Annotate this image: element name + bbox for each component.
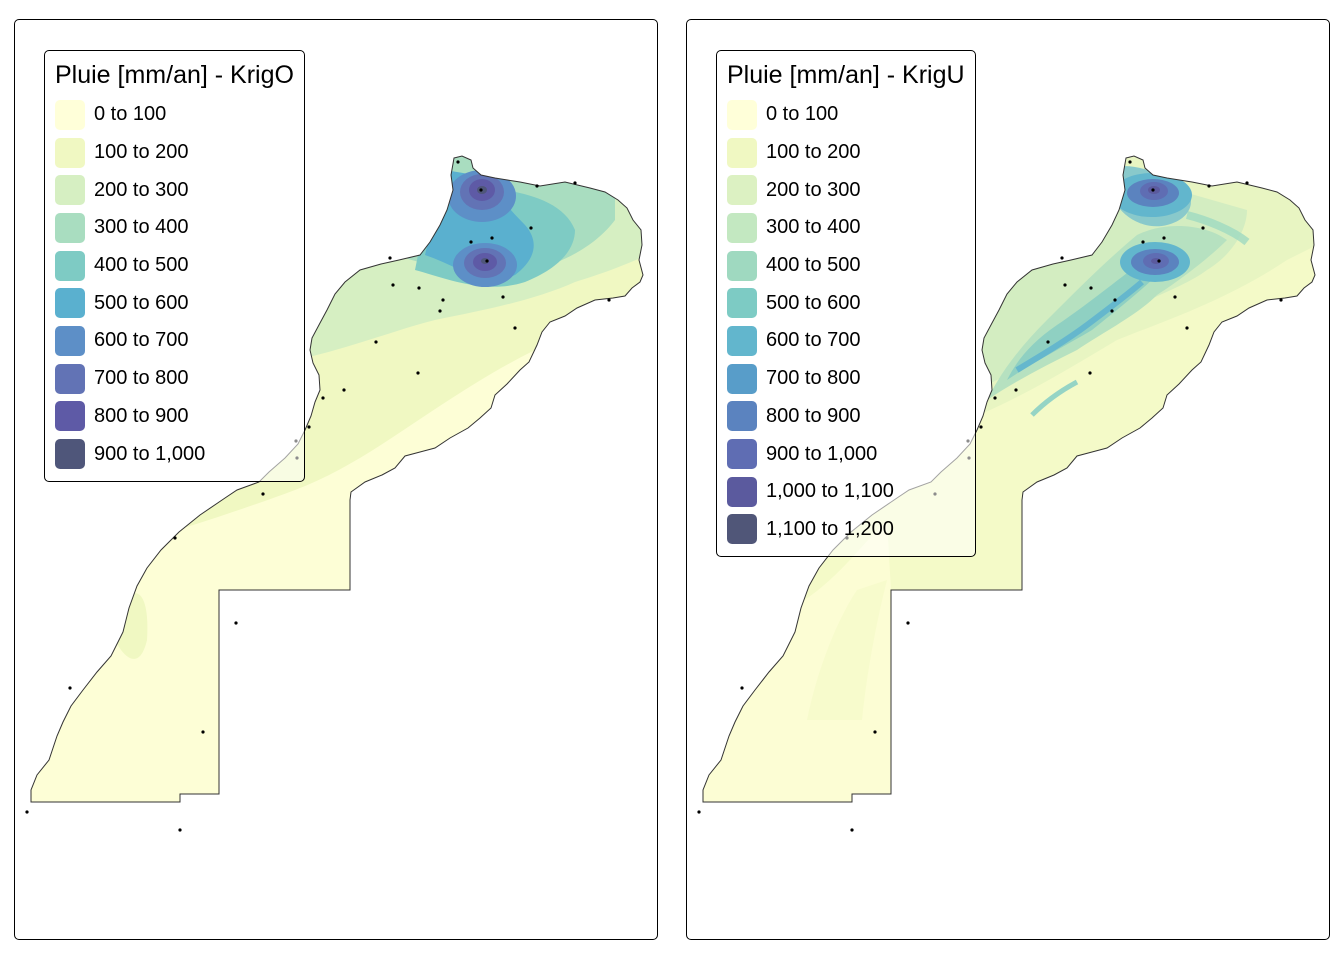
legend-swatch [727,137,757,168]
legend-entry: 600 to 700 [727,322,965,360]
legend-label: 100 to 200 [94,141,189,164]
legend-entry: 0 to 100 [727,96,965,134]
legend-swatch [727,250,757,281]
legend-label: 300 to 400 [766,216,861,239]
legend-label: 900 to 1,000 [766,442,878,465]
legend-swatch [55,137,85,168]
legend-swatch [55,288,85,319]
legend-swatch [727,212,757,243]
legend-swatch [727,175,757,206]
legend-title: Pluie [mm/an] - KrigU [727,61,965,89]
legend-swatch [55,401,85,432]
legend-swatch [727,401,757,432]
legend-swatch [727,288,757,319]
map-panel-krigu: Pluie [mm/an] - KrigU 0 to 100 100 to 200… [686,19,1330,940]
legend-label: 500 to 600 [94,291,189,314]
legend-entry: 700 to 800 [55,360,294,398]
legend-label: 0 to 100 [766,103,839,126]
legend-swatch [55,325,85,356]
legend-krigu: Pluie [mm/an] - KrigU 0 to 100 100 to 200… [716,50,976,558]
legend-entry: 700 to 800 [727,360,965,398]
rainfall-map-krigu [697,155,1316,832]
legend-label: 700 to 800 [94,367,189,390]
legend-title: Pluie [mm/an] - KrigO [55,61,294,89]
legend-label: 700 to 800 [766,367,861,390]
legend-swatch [727,99,757,130]
station-points [697,160,1283,832]
legend-entry: 300 to 400 [727,209,965,247]
legend-entry: 400 to 500 [727,247,965,285]
legend-label: 400 to 500 [94,254,189,277]
legend-entry: 200 to 300 [55,171,294,209]
legend-entries: 0 to 100 100 to 200 200 to 300 300 to 400 40… [727,96,965,548]
legend-entry: 100 to 200 [55,134,294,172]
legend-label: 600 to 700 [766,329,861,352]
legend-label: 300 to 400 [94,216,189,239]
legend-label: 200 to 300 [94,178,189,201]
legend-entry: 0 to 100 [55,96,294,134]
legend-swatch [727,514,757,545]
legend-label: 900 to 1,000 [94,442,206,465]
legend-entry: 900 to 1,000 [55,435,294,473]
legend-swatch [55,175,85,206]
legend-entry: 900 to 1,000 [727,435,965,473]
legend-swatch [727,476,757,507]
legend-entries: 0 to 100 100 to 200 200 to 300 300 to 400 40… [55,96,294,473]
legend-krigo: Pluie [mm/an] - KrigO 0 to 100 100 to 200… [44,50,305,482]
legend-label: 1,000 to 1,100 [766,480,894,503]
legend-label: 1,100 to 1,200 [766,517,894,540]
legend-label: 400 to 500 [766,254,861,277]
legend-entry: 500 to 600 [55,284,294,322]
legend-swatch [55,439,85,470]
legend-entry: 200 to 300 [727,171,965,209]
legend-entry: 400 to 500 [55,247,294,285]
legend-entry: 100 to 200 [727,134,965,172]
legend-label: 800 to 900 [94,404,189,427]
legend-swatch [55,99,85,130]
legend-entry: 800 to 900 [727,398,965,436]
legend-label: 200 to 300 [766,178,861,201]
map-panel-krigo: Pluie [mm/an] - KrigO 0 to 100 100 to 200… [14,19,658,940]
legend-swatch [55,363,85,394]
legend-entry: 800 to 900 [55,398,294,436]
legend-entry: 600 to 700 [55,322,294,360]
legend-entry: 1,000 to 1,100 [727,473,965,511]
legend-swatch [55,212,85,243]
legend-label: 0 to 100 [94,103,167,126]
station-points [25,160,611,832]
legend-swatch [727,325,757,356]
legend-entry: 1,100 to 1,200 [727,511,965,549]
legend-label: 100 to 200 [766,141,861,164]
legend-label: 500 to 600 [766,291,861,314]
legend-entry: 500 to 600 [727,284,965,322]
legend-label: 800 to 900 [766,404,861,427]
legend-swatch [727,363,757,394]
legend-swatch [727,439,757,470]
legend-entry: 300 to 400 [55,209,294,247]
legend-swatch [55,250,85,281]
legend-label: 600 to 700 [94,329,189,352]
